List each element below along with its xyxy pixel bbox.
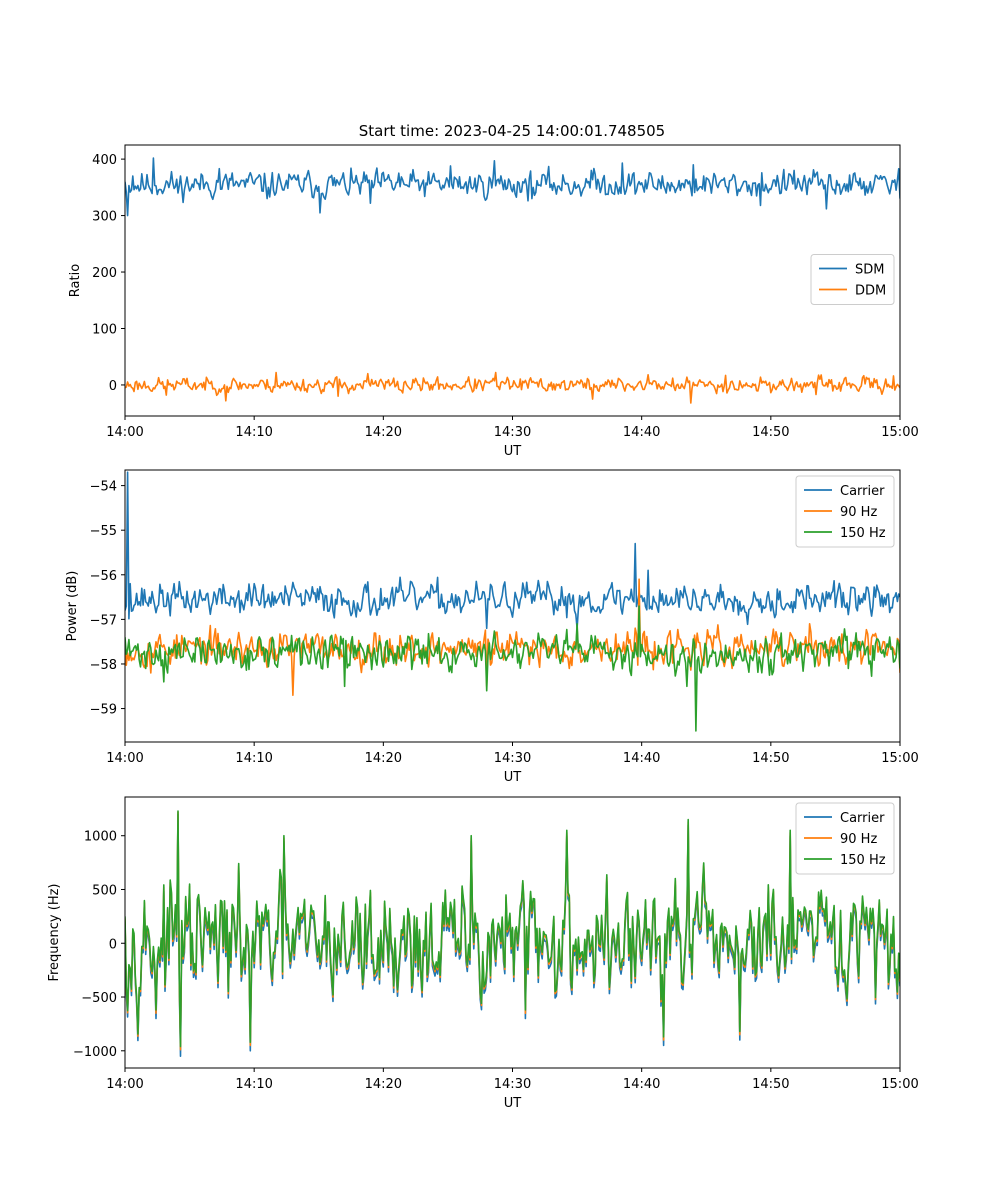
x-axis-label: UT — [504, 770, 522, 785]
legend-label: Carrier — [840, 484, 885, 499]
series-line-150-hz — [125, 810, 900, 1048]
x-tick-label: 15:00 — [881, 751, 918, 766]
x-tick-label: 14:10 — [235, 1077, 272, 1092]
legend: Carrier 90 Hz 150 Hz — [795, 475, 895, 548]
y-tick-label: 500 — [92, 883, 117, 898]
x-tick-label: 15:00 — [881, 425, 918, 440]
y-tick-label: 1000 — [84, 830, 117, 845]
series-group — [125, 157, 900, 404]
x-tick-label: 14:00 — [106, 1077, 143, 1092]
x-axis-label: UT — [504, 1096, 522, 1111]
x-tick-label: 14:30 — [494, 1077, 531, 1092]
y-axis-label: Power (dB) — [65, 571, 80, 642]
figure-title: Start time: 2023-04-25 14:00:01.748505 — [359, 122, 665, 140]
y-tick-label: 300 — [92, 210, 117, 225]
legend-label: SDM — [855, 263, 884, 278]
y-axis-label: Ratio — [68, 264, 83, 297]
x-tick-label: 14:10 — [235, 425, 272, 440]
x-tick-label: 15:00 — [881, 1077, 918, 1092]
legend-label: 90 Hz — [840, 505, 877, 520]
series-line-150-hz — [125, 605, 900, 732]
y-tick-label: 100 — [92, 322, 117, 337]
x-tick-label: 14:00 — [106, 751, 143, 766]
legend-label: DDM — [855, 284, 886, 299]
legend: Carrier 90 Hz 150 Hz — [795, 802, 895, 875]
x-axis-label: UT — [504, 444, 522, 459]
x-tick-label: 14:30 — [494, 751, 531, 766]
y-tick-label: −57 — [90, 613, 117, 628]
legend: SDM DDM — [810, 254, 895, 305]
y-tick-label: 200 — [92, 266, 117, 281]
series-line-sdm — [125, 157, 900, 217]
x-tick-label: 14:10 — [235, 751, 272, 766]
chart-panel-3: 14:00 14:10 14:20 14:30 14:40 14:50 15:00 UT −10… — [47, 796, 919, 1111]
y-tick-label: −58 — [90, 658, 117, 673]
series-line-carrier — [125, 471, 900, 630]
x-tick-label: 14:40 — [623, 1077, 660, 1092]
legend-label: 150 Hz — [840, 526, 886, 541]
y-tick-label: −55 — [90, 524, 117, 539]
x-tick-label: 14:50 — [752, 425, 789, 440]
legend-box — [795, 802, 895, 875]
legend-label: 90 Hz — [840, 832, 877, 847]
legend-label: Carrier — [840, 811, 885, 826]
legend-box — [810, 254, 895, 305]
legend-box — [795, 475, 895, 548]
series-group — [125, 810, 900, 1057]
x-tick-label: 14:00 — [106, 425, 143, 440]
series-group — [125, 471, 900, 732]
y-tick-label: −1000 — [73, 1045, 117, 1060]
x-tick-label: 14:40 — [623, 751, 660, 766]
y-tick-label: −500 — [81, 991, 117, 1006]
y-tick-label: 0 — [109, 937, 117, 952]
chart-panel-2: 14:00 14:10 14:20 14:30 14:40 14:50 15:00 UT −59… — [65, 469, 919, 785]
x-tick-label: 14:20 — [365, 1077, 402, 1092]
x-tick-label: 14:30 — [494, 425, 531, 440]
y-tick-label: −56 — [90, 569, 117, 584]
series-line-90-hz — [125, 578, 900, 696]
y-tick-label: −59 — [90, 703, 117, 718]
x-tick-label: 14:50 — [752, 751, 789, 766]
chart-panel-1: 14:00 14:10 14:20 14:30 14:40 14:50 15:00 UT 0 10… — [68, 144, 919, 459]
series-line-ddm — [125, 371, 900, 404]
legend-label: 150 Hz — [840, 853, 886, 868]
y-tick-label: −54 — [90, 480, 117, 495]
x-tick-label: 14:20 — [365, 425, 402, 440]
x-tick-label: 14:40 — [623, 425, 660, 440]
y-tick-label: 0 — [109, 379, 117, 394]
x-tick-label: 14:50 — [752, 1077, 789, 1092]
x-tick-label: 14:20 — [365, 751, 402, 766]
y-axis-label: Frequency (Hz) — [47, 883, 62, 981]
y-tick-label: 400 — [92, 153, 117, 168]
